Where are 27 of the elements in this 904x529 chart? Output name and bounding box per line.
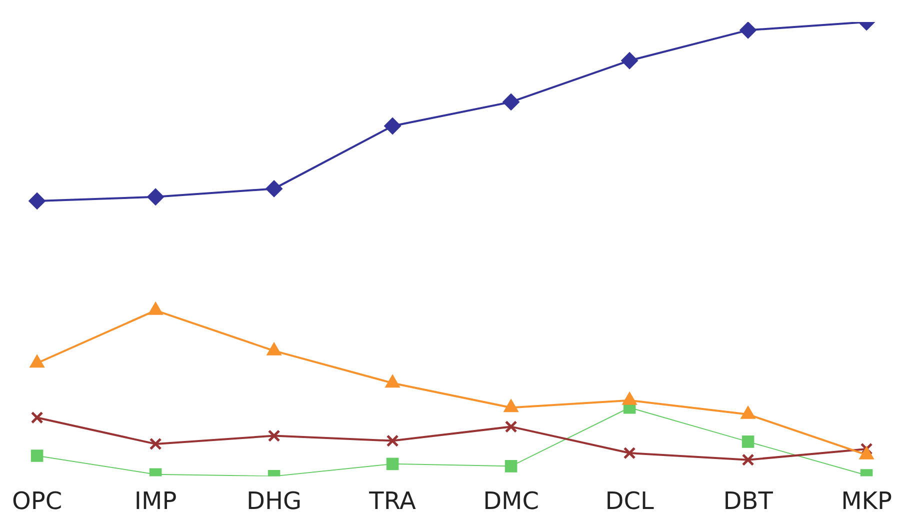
point: [266, 180, 283, 198]
point: [384, 118, 402, 135]
point: [30, 450, 44, 462]
point: [386, 458, 399, 470]
point: [149, 438, 162, 450]
point: [504, 420, 518, 433]
x-tick-label: TRA: [368, 486, 417, 515]
point: [623, 446, 636, 460]
point: [502, 93, 520, 110]
x-tick-label: IMP: [134, 486, 177, 515]
point: [740, 22, 757, 39]
point: [30, 411, 44, 424]
point: [386, 434, 399, 447]
x-tick-label: DBT: [723, 486, 774, 515]
point: [860, 442, 873, 456]
point: [28, 192, 46, 210]
point: [742, 454, 754, 466]
point: [742, 436, 754, 448]
x-tick-label: DMC: [483, 486, 540, 515]
point: [504, 460, 518, 472]
x-tick-label: DHG: [246, 486, 302, 515]
x-tick-label: MKP: [841, 486, 892, 515]
x-tick-label: DCL: [605, 486, 654, 515]
point: [147, 188, 164, 206]
x-tick-label: OPC: [12, 486, 62, 515]
point: [621, 52, 638, 70]
point: [268, 430, 280, 442]
